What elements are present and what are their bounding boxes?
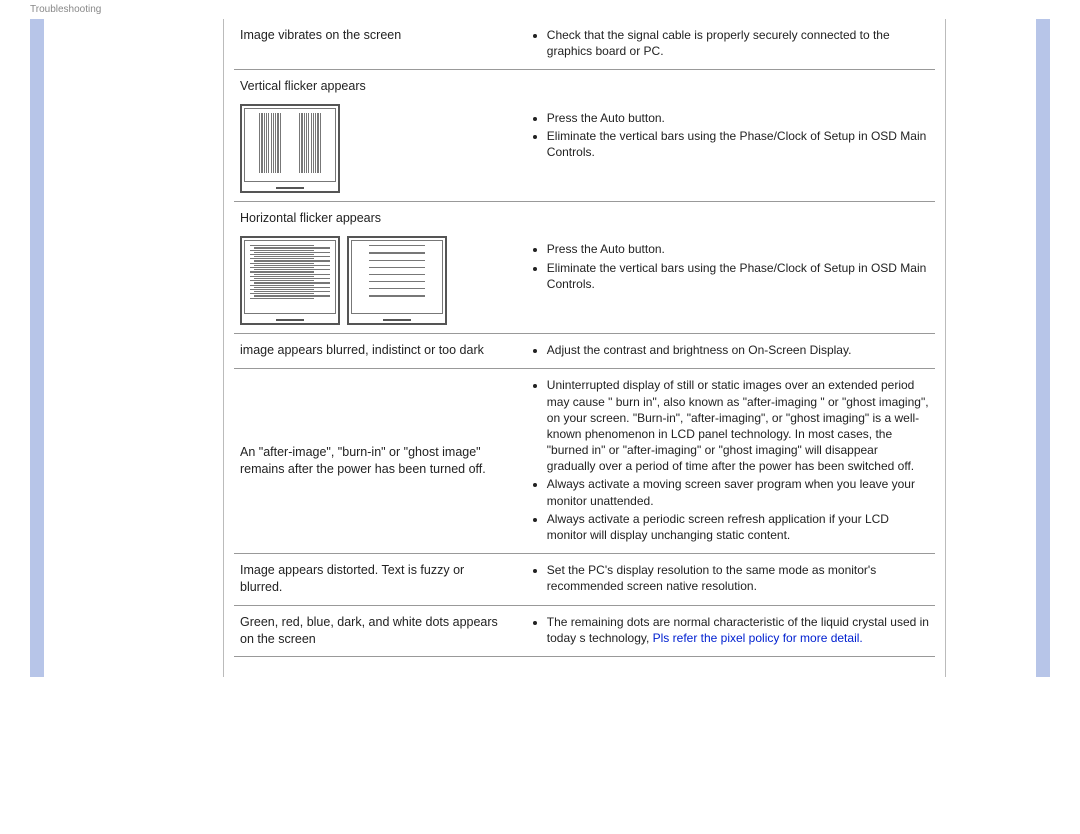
problem-cell: Image appears distorted. Text is fuzzy o… <box>234 554 509 605</box>
table-row: An "after-image", "burn-in" or "ghost im… <box>234 369 935 554</box>
solution-cell: Check that the signal cable is properly … <box>523 19 935 70</box>
problem-cell: Horizontal flicker appears <box>234 202 509 334</box>
solution-cell: Set the PC's display resolution to the s… <box>523 554 935 605</box>
horizontal-flicker-sparse-diagram <box>347 236 447 325</box>
table-row: image appears blurred, indistinct or too… <box>234 334 935 369</box>
solution-item: Eliminate the vertical bars using the Ph… <box>547 128 929 160</box>
problem-cell: Green, red, blue, dark, and white dots a… <box>234 605 509 656</box>
problem-text: Horizontal flicker appears <box>240 210 503 227</box>
solution-item: Check that the signal cable is properly … <box>547 27 929 59</box>
page-frame: Image vibrates on the screen Check that … <box>0 19 1080 707</box>
vertical-flicker-diagram <box>240 104 340 193</box>
solution-item: Press the Auto button. <box>547 110 929 126</box>
left-accent-bar <box>30 19 44 677</box>
problem-cell: image appears blurred, indistinct or too… <box>234 334 509 369</box>
problem-cell: An "after-image", "burn-in" or "ghost im… <box>234 369 509 554</box>
solution-item: The remaining dots are normal characteri… <box>547 614 929 646</box>
page-header: Troubleshooting <box>0 0 1080 19</box>
solution-cell: Uninterrupted display of still or static… <box>523 369 935 554</box>
solution-item: Set the PC's display resolution to the s… <box>547 562 929 594</box>
table-row: Green, red, blue, dark, and white dots a… <box>234 605 935 656</box>
solution-item: Always activate a moving screen saver pr… <box>547 476 929 508</box>
solution-item: Uninterrupted display of still or static… <box>547 377 929 474</box>
troubleshooting-table: Image vibrates on the screen Check that … <box>234 19 935 657</box>
left-margin-column <box>44 19 224 677</box>
problem-text: Vertical flicker appears <box>240 78 503 95</box>
problem-text: An "after-image", "burn-in" or "ghost im… <box>240 445 486 476</box>
solution-item: Press the Auto button. <box>547 241 929 257</box>
problem-text: image appears blurred, indistinct or too… <box>240 343 484 357</box>
problem-cell: Vertical flicker appears <box>234 70 509 202</box>
pixel-policy-link[interactable]: Pls refer the pixel policy for more deta… <box>653 631 863 645</box>
content-area: Image vibrates on the screen Check that … <box>224 19 945 677</box>
solution-cell: The remaining dots are normal characteri… <box>523 605 935 656</box>
solution-item: Always activate a periodic screen refres… <box>547 511 929 543</box>
solution-item: Eliminate the vertical bars using the Ph… <box>547 260 929 292</box>
table-row: Vertical flicker appears <box>234 70 935 202</box>
problem-cell: Image vibrates on the screen <box>234 19 509 70</box>
table-row: Horizontal flicker appears <box>234 202 935 334</box>
solution-cell: Press the Auto button. Eliminate the ver… <box>523 70 935 202</box>
right-accent-bar <box>1036 19 1050 677</box>
table-row: Image vibrates on the screen Check that … <box>234 19 935 70</box>
solution-cell: Press the Auto button. Eliminate the ver… <box>523 202 935 334</box>
solution-cell: Adjust the contrast and brightness on On… <box>523 334 935 369</box>
horizontal-flicker-dense-diagram <box>240 236 340 325</box>
problem-text: Image appears distorted. Text is fuzzy o… <box>240 563 464 594</box>
table-row: Image appears distorted. Text is fuzzy o… <box>234 554 935 605</box>
problem-text: Green, red, blue, dark, and white dots a… <box>240 615 498 646</box>
problem-text: Image vibrates on the screen <box>240 28 401 42</box>
right-margin-column <box>946 19 1036 677</box>
solution-item: Adjust the contrast and brightness on On… <box>547 342 929 358</box>
